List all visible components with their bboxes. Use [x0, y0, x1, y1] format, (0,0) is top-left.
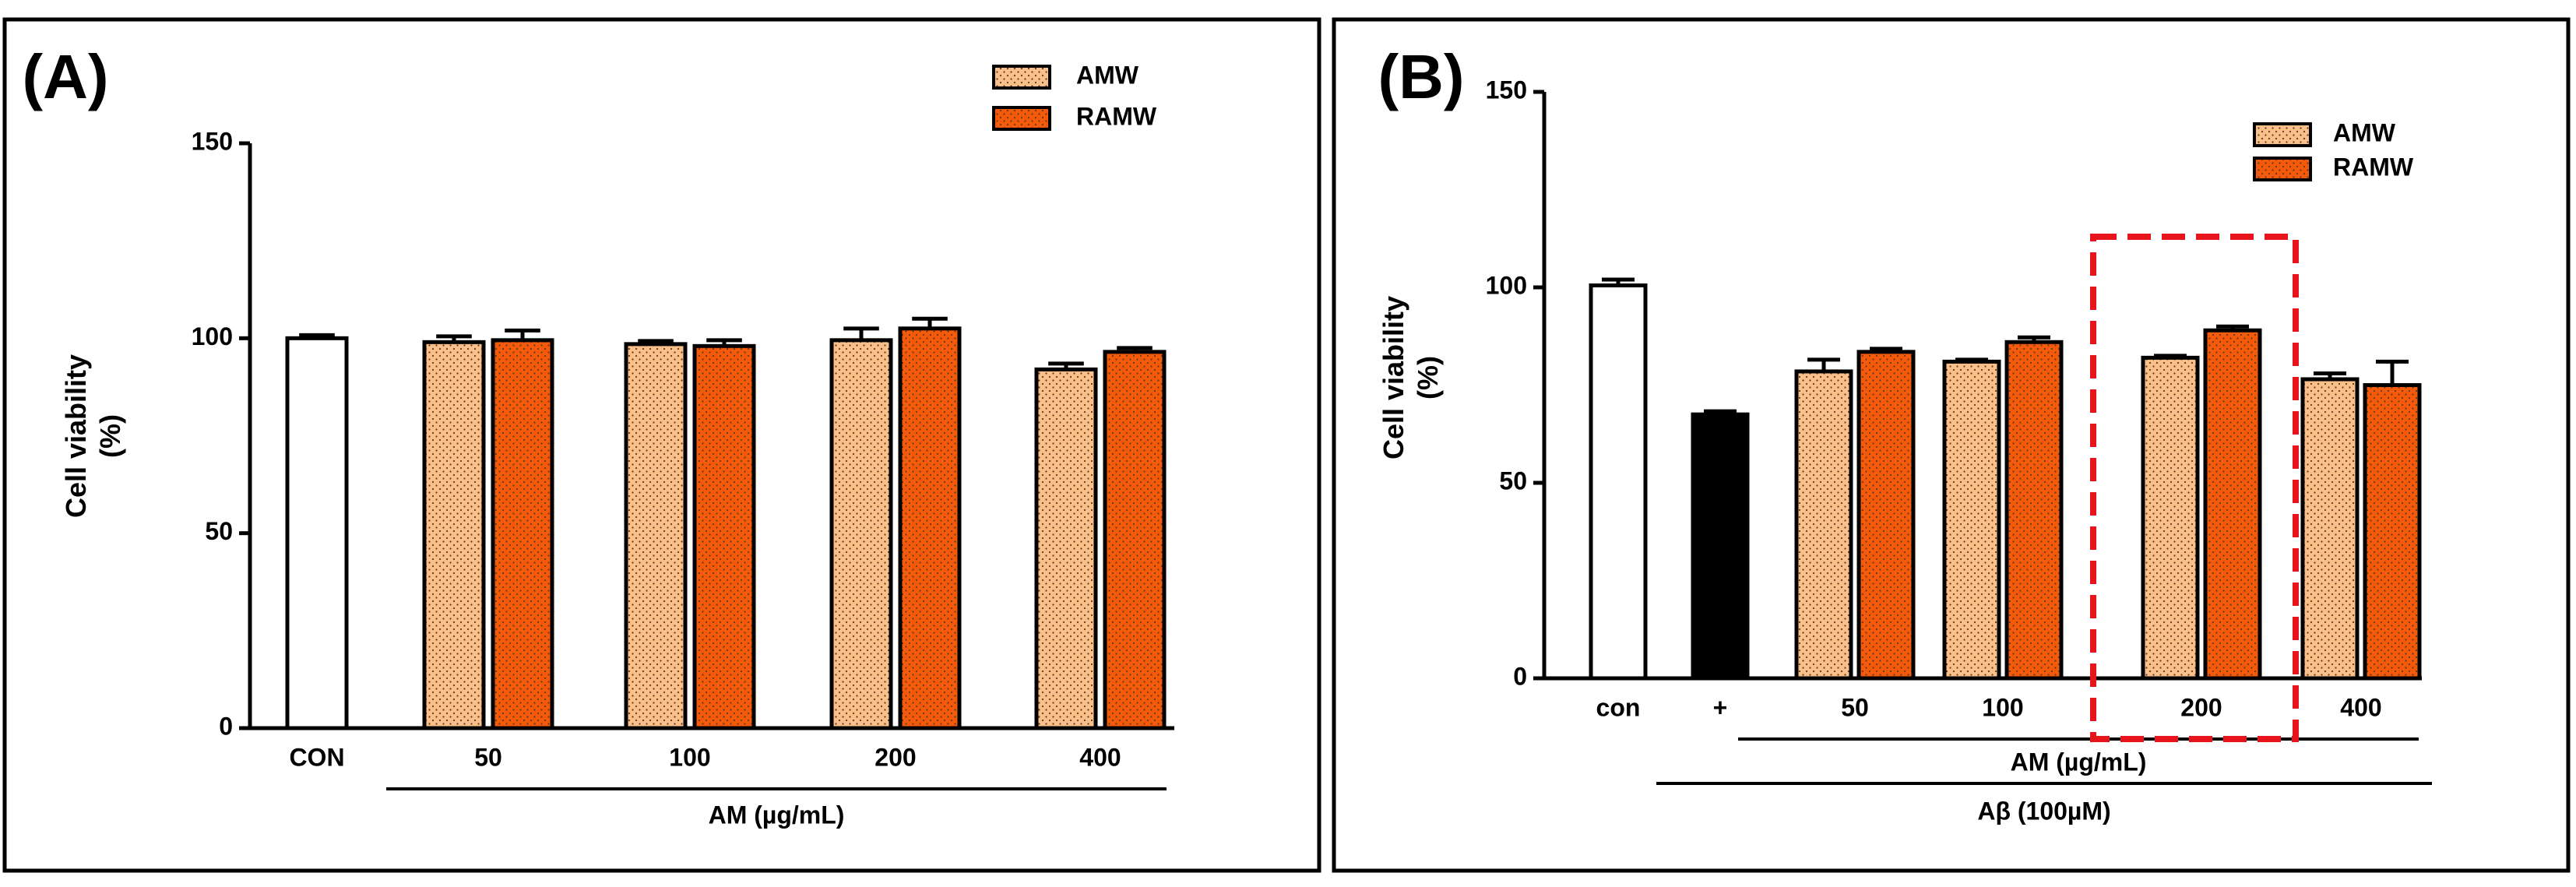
highlight-box [2090, 234, 2299, 742]
bar [1103, 350, 1167, 730]
legend-label: AMW [1076, 61, 1139, 89]
x-tick-label: 400 [2340, 693, 2381, 721]
panel-title: (B) [1378, 42, 1464, 111]
y-tick-label: 0 [219, 712, 233, 740]
bar [898, 326, 962, 730]
y-axis-label-line: (%) [1412, 356, 1444, 400]
legend-swatch [992, 65, 1051, 90]
bar [491, 338, 554, 730]
bar [1589, 283, 1648, 681]
y-axis-label-line: (%) [94, 414, 126, 458]
y-axis-label-line: Cell viability [60, 354, 92, 518]
legend-label: RAMW [1076, 102, 1157, 130]
bar [624, 342, 688, 730]
bar [2363, 383, 2422, 681]
group-label: Aβ (100µM) [1977, 797, 2110, 825]
y-tick-label: 50 [1499, 466, 1527, 495]
bar [1794, 369, 1853, 681]
bar [829, 338, 893, 730]
y-axis-label: Cell viability(%) [1378, 296, 1444, 459]
y-tick-label: 50 [205, 517, 233, 545]
bar [1691, 412, 1750, 681]
y-axis-label-line: Cell viability [1378, 296, 1409, 459]
x-tick-label: 50 [1841, 693, 1869, 721]
x-tick-label: 100 [1982, 693, 2023, 721]
bar [422, 340, 486, 730]
bar [2203, 328, 2262, 681]
bar [1942, 359, 2001, 681]
legend-swatch [992, 106, 1051, 131]
y-tick-label: 150 [1486, 76, 1527, 104]
bar [1034, 367, 1098, 730]
panel-frame [1332, 17, 2571, 873]
panel-frame [2, 17, 1321, 873]
group-label: AM (µg/mL) [2011, 748, 2147, 776]
legend-swatch [2253, 157, 2312, 181]
bar [2300, 377, 2360, 681]
x-tick-label: 50 [474, 743, 502, 771]
x-tick-label: 200 [875, 743, 916, 771]
x-tick-label: 200 [2180, 693, 2222, 721]
bar [2141, 355, 2200, 681]
legend-swatch [2253, 122, 2312, 147]
y-tick-label: 150 [192, 127, 233, 155]
group-label: AM (µg/mL) [709, 801, 845, 829]
x-tick-label: 100 [669, 743, 710, 771]
bar [692, 343, 756, 730]
y-tick-label: 0 [1513, 662, 1527, 690]
x-tick-label: CON [289, 743, 344, 771]
y-tick-label: 100 [192, 322, 233, 350]
bar [1856, 350, 1916, 681]
bar [2004, 340, 2064, 681]
y-tick-label: 100 [1486, 271, 1527, 299]
panel-title: (A) [22, 42, 108, 111]
x-tick-label: con [1596, 693, 1641, 721]
legend-label: AMW [2333, 118, 2396, 146]
bar [285, 336, 349, 730]
x-tick-label: 400 [1079, 743, 1121, 771]
y-axis-label: Cell viability(%) [60, 354, 126, 518]
legend-label: RAMW [2333, 153, 2414, 181]
x-tick-label: + [1713, 693, 1728, 721]
